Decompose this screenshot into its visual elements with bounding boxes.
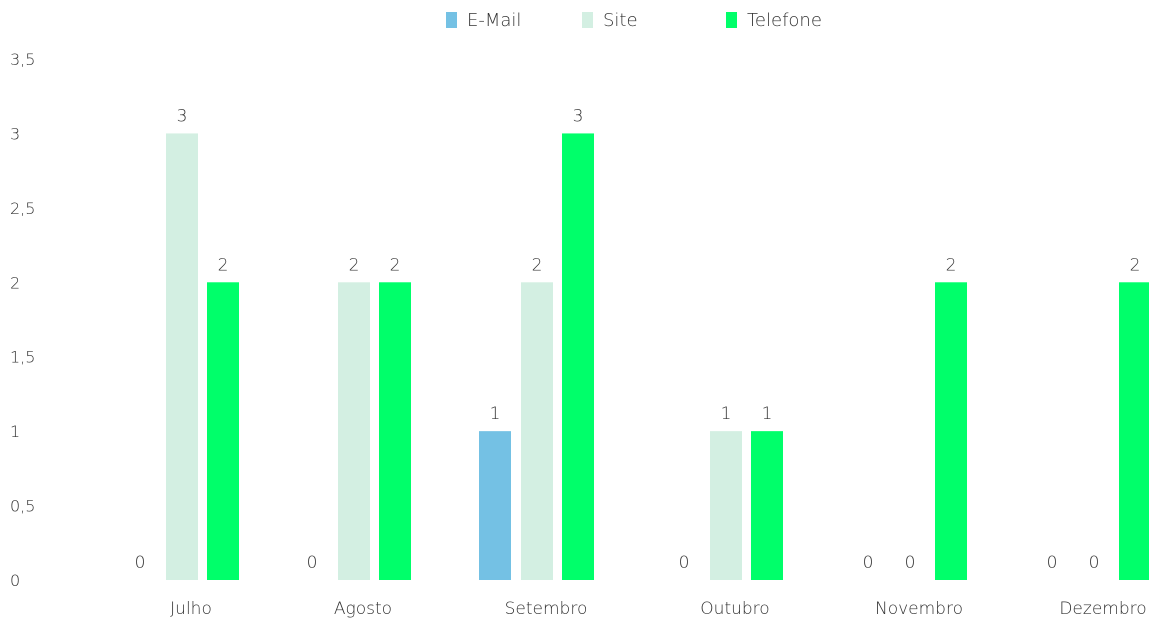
y-tick-label: 0 [10, 571, 20, 590]
legend-label-site: Site [603, 9, 638, 31]
bar-telefone [562, 133, 594, 580]
y-tick-label: 2,5 [10, 199, 35, 218]
legend-swatch-site [582, 12, 593, 28]
x-tick-label: Agosto [334, 599, 392, 619]
data-label: 0 [679, 553, 690, 573]
x-tick-label: Setembro [505, 599, 588, 619]
x-tick-label: Julho [170, 599, 212, 619]
legend-item-telefone[interactable]: Telefone [726, 8, 822, 32]
x-tick-label: Dezembro [1059, 599, 1146, 619]
data-label: 2 [532, 255, 543, 275]
legend-item-site[interactable]: Site [582, 8, 638, 32]
data-label: 2 [1130, 255, 1141, 275]
y-tick-label: 1,5 [10, 348, 35, 367]
legend-swatch-email [446, 12, 457, 28]
bar-site [710, 431, 742, 580]
data-label: 0 [1089, 553, 1100, 573]
bar-telefone [379, 282, 411, 580]
data-label: 0 [307, 553, 318, 573]
bar-telefone [1119, 282, 1149, 580]
data-label: 0 [905, 553, 916, 573]
bar-e-mail [479, 431, 511, 580]
y-tick-label: 3,5 [10, 50, 35, 69]
bar-site [521, 282, 553, 580]
data-label: 0 [1047, 553, 1058, 573]
bar-site [338, 282, 370, 580]
legend-swatch-telefone [726, 12, 737, 28]
bar-telefone [935, 282, 967, 580]
legend-label-telefone: Telefone [747, 9, 822, 31]
data-label: 1 [721, 404, 732, 424]
legend-item-email[interactable]: E-Mail [446, 8, 521, 32]
data-label: 1 [762, 404, 773, 424]
data-label: 2 [218, 255, 229, 275]
bar-site [166, 133, 198, 580]
y-tick-label: 2 [10, 273, 20, 292]
y-tick-label: 0,5 [10, 497, 35, 516]
bar-telefone [751, 431, 783, 580]
data-label: 3 [573, 106, 584, 126]
data-label: 0 [135, 553, 146, 573]
y-tick-label: 3 [10, 124, 20, 143]
data-label: 0 [863, 553, 874, 573]
data-label: 2 [349, 255, 360, 275]
x-tick-label: Novembro [875, 599, 963, 619]
legend-label-email: E-Mail [467, 9, 522, 31]
data-label: 2 [390, 255, 401, 275]
y-tick-label: 1 [10, 422, 20, 441]
data-label: 1 [490, 404, 501, 424]
legend: E-Mail Site Telefone [0, 8, 1149, 32]
x-tick-label: Outubro [700, 599, 769, 619]
data-label: 2 [946, 255, 957, 275]
data-label: 3 [177, 106, 188, 126]
bar-telefone [207, 282, 239, 580]
